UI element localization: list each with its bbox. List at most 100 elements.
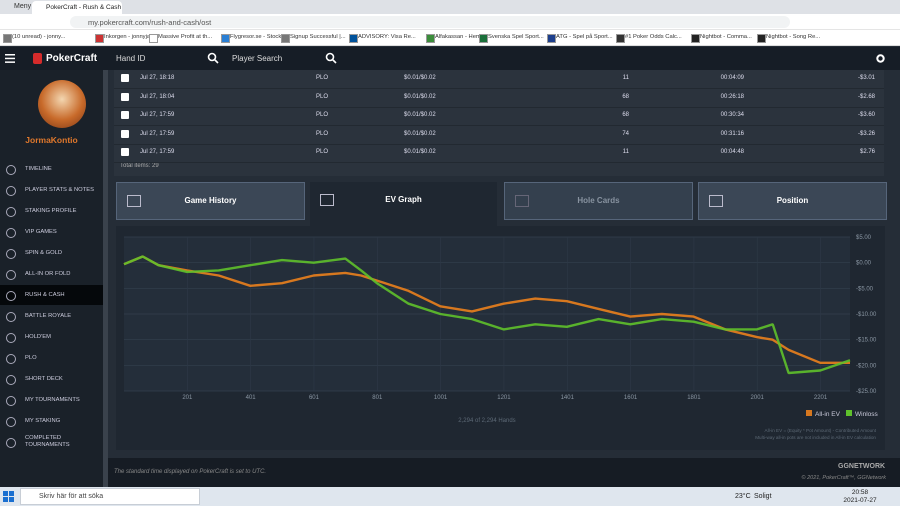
bookmark-icon xyxy=(547,34,556,43)
legend-swatch xyxy=(806,410,812,416)
menu-item[interactable]: STAKING PROFILE xyxy=(25,208,77,214)
menu-item[interactable]: RUSH & CASH xyxy=(25,292,65,298)
menu-icon[interactable] xyxy=(5,54,15,63)
x-tick-label: 1601 xyxy=(624,395,638,401)
taskbar: Skriv här för att söka 23°C Soligt 20:58… xyxy=(0,487,900,506)
menu-item[interactable]: SPIN & GOLD xyxy=(25,250,63,256)
cell: $0.01/$0.02 xyxy=(404,149,436,156)
menu-item[interactable]: VIP GAMES xyxy=(25,229,57,235)
checkbox[interactable] xyxy=(121,92,129,101)
tab-label: Position xyxy=(776,196,809,205)
y-tick-label: -$20.00 xyxy=(856,363,877,369)
bookmark[interactable]: Svenska Spel Sport... xyxy=(488,34,544,40)
cell: 11 xyxy=(622,75,629,81)
hand-id-field[interactable]: Hand ID xyxy=(116,54,146,63)
bookmark-icon xyxy=(757,34,766,43)
checkbox[interactable] xyxy=(121,129,129,138)
tab-label: EV Graph xyxy=(385,195,422,204)
menu-item[interactable]: MY TOURNAMENTS xyxy=(25,397,80,403)
bookmark[interactable]: (10 unread) - jonny... xyxy=(12,34,66,40)
bookmark[interactable]: Alfakassan - Hem xyxy=(435,34,481,40)
tab-label: Hole Cards xyxy=(577,196,620,205)
tab[interactable]: EV Graph xyxy=(310,182,497,226)
x-tick-label: 1001 xyxy=(434,395,448,401)
cell: $0.01/$0.02 xyxy=(404,75,436,81)
start-button[interactable] xyxy=(3,491,14,502)
search-icon[interactable] xyxy=(325,52,337,64)
x-tick-label: 2201 xyxy=(814,395,828,401)
address-bar: my.pokercraft.com/rush-and-cash/ost xyxy=(0,14,900,30)
player-search-field[interactable]: Player Search xyxy=(232,54,283,63)
search-box[interactable]: Skriv här för att söka xyxy=(20,488,200,505)
footer-note: The standard time displayed on PokerCraf… xyxy=(114,469,267,475)
tab[interactable]: Game History xyxy=(116,182,305,220)
active-tab[interactable]: PokerCraft - Rush & Cash xyxy=(32,1,122,14)
bookmark-icon xyxy=(3,34,12,43)
settings-icon[interactable] xyxy=(876,54,885,63)
checkbox[interactable] xyxy=(121,74,129,82)
menu-item[interactable]: ALL-IN OR FOLD xyxy=(25,271,71,277)
bookmark[interactable]: ADVISORY: Visa Re... xyxy=(358,34,416,40)
bookmark[interactable]: ATG - Spel på Sport... xyxy=(556,34,613,40)
checkbox[interactable] xyxy=(121,111,129,120)
bookmark[interactable]: Flygresor.se - Stock... xyxy=(230,34,287,40)
tab-icon xyxy=(515,195,529,207)
bookmark[interactable]: Nightbot - Song Re... xyxy=(766,34,821,40)
legend-label: All-in EV xyxy=(815,411,841,418)
menu-item[interactable]: MY STAKING xyxy=(25,418,61,424)
menu-icon xyxy=(6,249,16,259)
weather: Soligt xyxy=(754,493,772,500)
avatar[interactable] xyxy=(38,80,86,128)
scrollbar xyxy=(103,70,108,487)
bookmark[interactable]: Inkorgen - jonnyjan... xyxy=(104,34,159,40)
series-line xyxy=(123,255,851,375)
cell: -$3.26 xyxy=(857,130,875,137)
url: my.pokercraft.com/rush-and-cash/ost xyxy=(88,18,212,27)
menu-icon xyxy=(6,186,16,196)
menu-icon xyxy=(6,312,16,322)
cell: Jul 27, 17:59 xyxy=(140,149,175,156)
clock-time: 20:58 xyxy=(851,489,869,496)
cell: Jul 27, 18:18 xyxy=(140,75,175,81)
url-field[interactable]: my.pokercraft.com/rush-and-cash/ost xyxy=(70,16,790,28)
cell: 74 xyxy=(622,130,629,137)
browser-menu[interactable]: Meny xyxy=(14,3,32,10)
menu-item[interactable]: PLO xyxy=(25,355,37,361)
cell: $2.76 xyxy=(859,149,875,156)
cell: 00:04:48 xyxy=(720,149,744,156)
menu-icon xyxy=(6,417,16,427)
menu-item[interactable]: TIMELINE xyxy=(25,166,52,172)
brand[interactable]: PokerCraft xyxy=(46,53,98,64)
y-tick-label: -$25.00 xyxy=(856,389,877,395)
cell: $0.01/$0.02 xyxy=(404,93,436,100)
checkbox[interactable] xyxy=(121,148,129,157)
menu-item[interactable]: BATTLE ROYALE xyxy=(25,313,72,319)
tab[interactable]: Position xyxy=(698,182,887,220)
bookmark[interactable]: Nightbot - Comma... xyxy=(700,34,752,40)
search-icon[interactable] xyxy=(207,52,219,64)
cell: Jul 27, 17:59 xyxy=(140,112,175,119)
cell: Jul 27, 17:59 xyxy=(140,130,175,137)
menu-item[interactable]: COMPLETED TOURNAMENTS xyxy=(25,435,70,448)
bookmark[interactable]: Massive Profit at th... xyxy=(158,34,213,40)
legend-label: Winloss xyxy=(855,411,879,418)
y-tick-label: -$5.00 xyxy=(856,286,874,292)
y-tick-label: $0.00 xyxy=(856,261,872,267)
bookmark-icon xyxy=(281,34,290,43)
username: JormaKontio xyxy=(25,135,78,145)
cell: 68 xyxy=(622,93,629,100)
tab[interactable]: Hole Cards xyxy=(504,182,693,220)
bookmark[interactable]: #1 Poker Odds Calc... xyxy=(625,34,682,40)
ev-chart: $5.00 $0.00 -$5.00 -$10.00 -$15.00 -$20.00 -$2… xyxy=(123,235,879,440)
y-tick-label: -$10.00 xyxy=(856,312,877,318)
cell: 00:30:34 xyxy=(720,112,744,119)
cell: PLO xyxy=(316,149,329,156)
menu-item[interactable]: SHORT DECK xyxy=(25,376,63,382)
bookmark[interactable]: Signup Successful |... xyxy=(290,34,346,40)
app-footer: The standard time displayed on PokerCraf… xyxy=(108,458,900,487)
x-tick-label: 801 xyxy=(372,395,383,401)
bookmark-icon xyxy=(616,34,625,43)
menu-icon xyxy=(6,438,16,448)
menu-item[interactable]: PLAYER STATS & NOTES xyxy=(25,187,94,193)
menu-item[interactable]: HOLD'EM xyxy=(25,334,51,340)
